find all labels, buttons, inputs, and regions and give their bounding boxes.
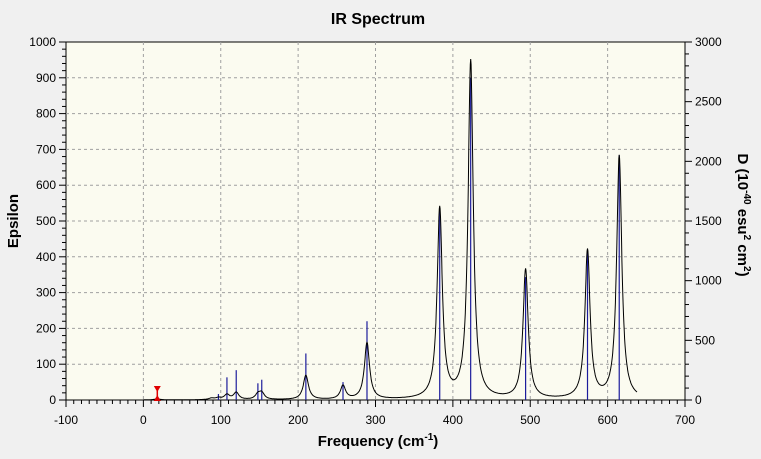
y2-tick-label: 0: [695, 393, 702, 407]
y-tick-label: 600: [36, 178, 56, 192]
y-axis-left: 0 100 200 300 400 500 600 700 800 900 1000: [29, 35, 66, 407]
x-tick-label: 0: [140, 413, 147, 427]
x-axis-title: Frequency (cm-1): [318, 432, 439, 450]
y-axis-right: 0 500 1000 1500 2000 2500 3000: [685, 35, 722, 407]
spectrum-line: [143, 59, 638, 401]
x-tick-label: 700: [675, 413, 695, 427]
x-tick-label: 400: [443, 413, 463, 427]
x-tick-label: 500: [520, 413, 540, 427]
x-tick-label: 600: [598, 413, 618, 427]
y-axis-title: Epsilon: [5, 194, 22, 248]
marker-top-arrow: [153, 386, 161, 392]
y2-tick-label: 500: [695, 333, 715, 347]
y2-axis-title: D (10-40 esu2 cm2): [734, 153, 752, 276]
grid-lines: [66, 42, 685, 400]
x-tick-label: 200: [288, 413, 308, 427]
y-tick-label: 700: [36, 142, 56, 156]
y-tick-label: 900: [36, 71, 56, 85]
y-tick-label: 300: [36, 286, 56, 300]
y-tick-label: 100: [36, 357, 56, 371]
y2-tick-label: 3000: [695, 35, 722, 49]
intensity-sticks: [156, 77, 620, 400]
marker-bottom-arrow: [153, 395, 161, 401]
frequency-marker[interactable]: [153, 386, 161, 401]
y2-tick-label: 1500: [695, 214, 722, 228]
x-tick-label: 100: [211, 413, 231, 427]
y2-tick-label: 2000: [695, 154, 722, 168]
y-tick-label: 800: [36, 107, 56, 121]
chart-title: IR Spectrum: [331, 11, 425, 28]
y-tick-label: 200: [36, 321, 56, 335]
y-tick-label: 400: [36, 250, 56, 264]
x-tick-label: -100: [54, 413, 78, 427]
y-tick-label: 0: [49, 393, 56, 407]
x-tick-label: 300: [365, 413, 385, 427]
y-tick-label: 500: [36, 214, 56, 228]
y-tick-label: 1000: [29, 35, 56, 49]
y2-tick-label: 2500: [695, 95, 722, 109]
x-axis: -100 0 100 200 300 400 500 600 700: [54, 400, 695, 427]
y2-tick-label: 1000: [695, 274, 722, 288]
